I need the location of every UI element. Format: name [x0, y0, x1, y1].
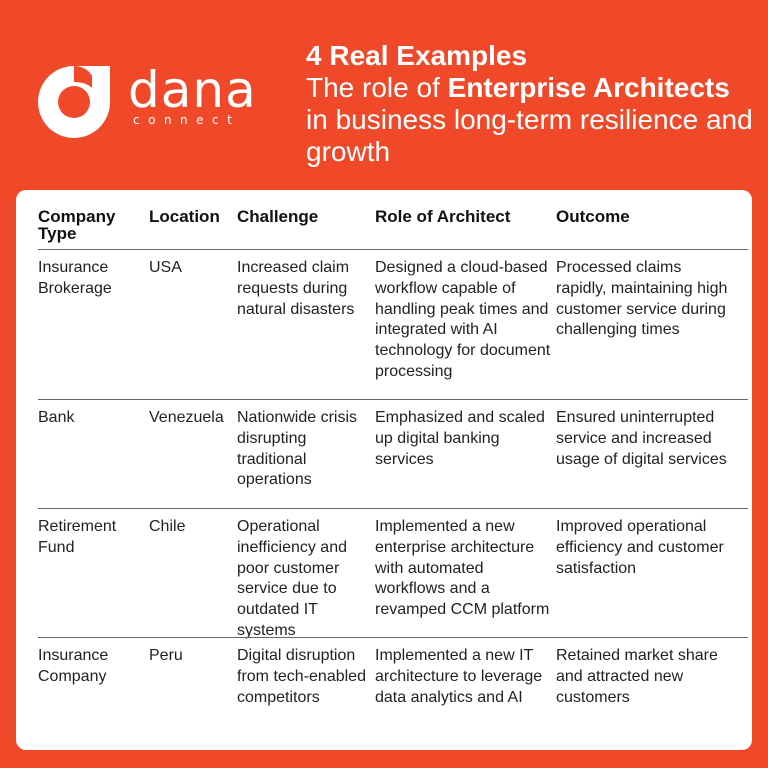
header-outcome: Outcome	[556, 207, 630, 226]
examples-table: Company Type Location Challenge Role of …	[38, 208, 748, 738]
cell-role: Implemented a new IT architecture to lev…	[375, 647, 543, 706]
cell-role: Emphasized and scaled up digital banking…	[375, 409, 545, 468]
header-role: Role of Architect	[375, 207, 511, 226]
header-challenge: Challenge	[237, 207, 319, 226]
table-row: Bank Venezuela Nationwide crisis disrupt…	[38, 400, 748, 509]
cell-outcome: Processed claims rapidly, maintaining hi…	[556, 259, 728, 339]
headline: 4 Real Examples The role of Enterprise A…	[306, 40, 756, 168]
cell-outcome: Ensured uninterrupted service and increa…	[556, 409, 727, 468]
headline-suffix: in business long-term resilience and gro…	[306, 104, 753, 167]
row-divider	[38, 508, 748, 509]
headline-prefix: The role of	[306, 72, 448, 103]
header-location: Location	[149, 207, 220, 226]
cell-outcome: Improved operational efficiency and cust…	[556, 518, 724, 577]
headline-subtitle: The role of Enterprise Architects in bus…	[306, 72, 756, 168]
cell-company-type: Retirement Fund	[38, 518, 117, 556]
cell-location: USA	[149, 259, 182, 276]
brand-subname: connect	[133, 113, 241, 127]
cell-role: Designed a cloud-based workflow capable …	[375, 259, 551, 380]
cell-challenge: Nationwide crisis disrupting traditional…	[237, 409, 358, 489]
examples-card: Company Type Location Challenge Role of …	[16, 190, 752, 750]
cell-company-type: Bank	[38, 409, 75, 426]
dana-logo-icon	[34, 62, 114, 142]
header-company-type: Company Type	[38, 207, 116, 243]
cell-role: Implemented a new enterprise architectur…	[375, 518, 550, 619]
row-divider	[38, 399, 748, 400]
row-divider	[38, 249, 748, 250]
brand-name: dana	[128, 61, 257, 119]
table-row: Retirement Fund Chile Operational ineffi…	[38, 509, 748, 639]
cell-company-type: Insurance Company	[38, 647, 109, 685]
cell-outcome: Retained market share and attracted new …	[556, 647, 718, 706]
cell-challenge: Digital disruption from tech-enabled com…	[237, 647, 366, 706]
cell-challenge: Operational inefficiency and poor custom…	[237, 518, 347, 639]
cell-company-type: Insurance Brokerage	[38, 259, 112, 297]
table-row: Insurance Brokerage USA Increased claim …	[38, 250, 748, 400]
cell-location: Peru	[149, 647, 183, 664]
cell-location: Venezuela	[149, 409, 224, 426]
cell-location: Chile	[149, 518, 186, 535]
table-header-row: Company Type Location Challenge Role of …	[38, 208, 748, 250]
row-divider	[38, 637, 748, 638]
cell-challenge: Increased claim requests during natural …	[237, 259, 355, 318]
headline-emphasis: Enterprise Architects	[447, 72, 730, 103]
headline-title: 4 Real Examples	[306, 40, 528, 71]
table-row: Insurance Company Peru Digital disruptio…	[38, 638, 748, 738]
